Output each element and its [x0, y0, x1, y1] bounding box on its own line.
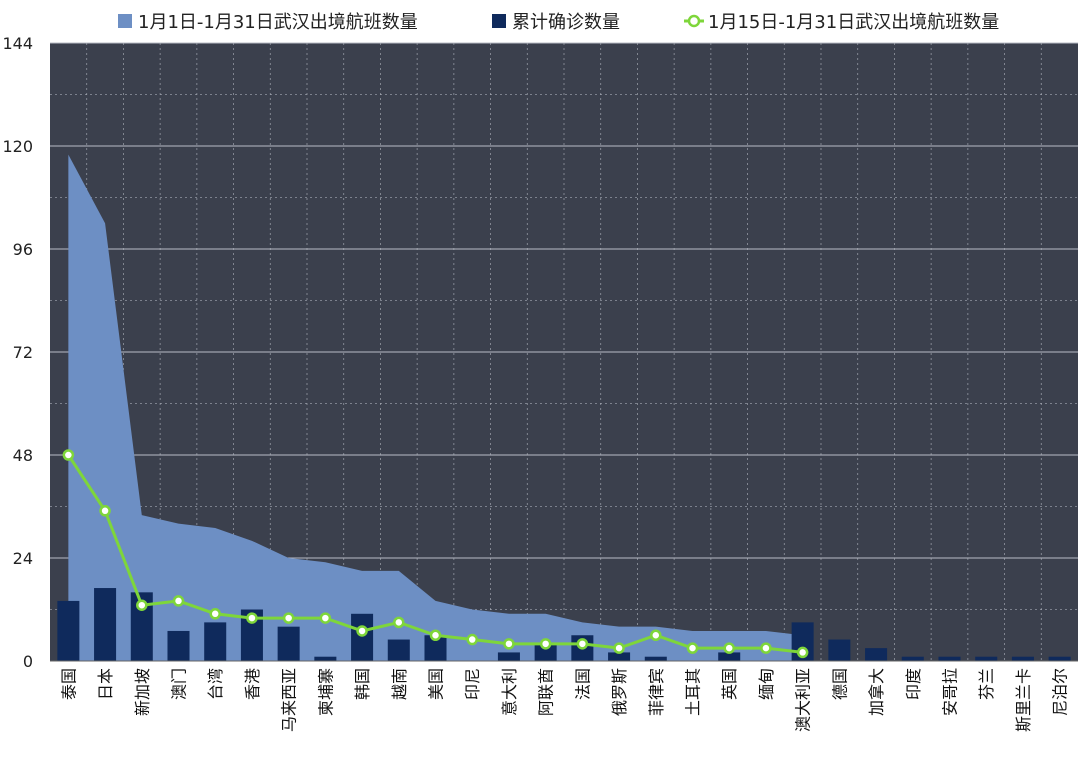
x-category-label: 菲律宾 [647, 668, 666, 716]
x-category-label: 印尼 [463, 668, 482, 700]
plot-area: 0 24 48 72 96 120 144 泰国 日本 新加坡 澳门 台湾 香港 马来西亚 柬埔寨 韩国 越南美… [2, 34, 1078, 732]
x-category-label: 法国 [573, 668, 592, 700]
line-point-3 [172, 595, 185, 607]
bar-confirmed-26 [1011, 656, 1034, 661]
bar-confirmed-24 [938, 656, 961, 661]
line-point-0 [62, 449, 75, 461]
x-category-label: 阿联酋 [537, 668, 556, 716]
legend-label-area: 1月1日-1月31日武汉出境航班数量 [138, 12, 418, 33]
bar-confirmed-27 [1048, 656, 1071, 661]
line-point-9 [393, 616, 405, 629]
line-point-16 [650, 629, 662, 641]
x-category-label: 意大利 [500, 668, 519, 716]
x-category-label: 韩国 [353, 668, 372, 700]
x-category-label: 美国 [427, 668, 446, 700]
x-category-label: 马来西亚 [280, 668, 299, 732]
line-point-7 [319, 612, 332, 624]
x-category-label: 土耳其 [684, 668, 703, 716]
line-point-15 [613, 642, 625, 654]
line-point-4 [209, 608, 221, 620]
x-category-label: 芬兰 [977, 668, 996, 700]
bar-confirmed-0 [57, 600, 80, 661]
bar-confirmed-5 [240, 609, 263, 661]
y-tick-label: 96 [13, 240, 33, 259]
line-point-17 [686, 642, 699, 654]
x-category-label: 加拿大 [867, 668, 886, 716]
legend-swatch-bar [492, 14, 506, 28]
x-category-label: 俄罗斯 [610, 668, 629, 716]
x-category-label: 澳大利亚 [794, 668, 813, 732]
bar-confirmed-9 [387, 639, 410, 661]
line-point-14 [576, 638, 589, 650]
bar-confirmed-25 [975, 656, 998, 661]
legend-swatch-area [118, 14, 132, 28]
line-point-1 [99, 505, 111, 517]
bar-confirmed-13 [534, 643, 557, 661]
bar-confirmed-3 [167, 630, 190, 661]
x-category-label: 德国 [830, 668, 849, 700]
line-point-11 [466, 633, 478, 646]
legend-swatch-marker [687, 14, 701, 28]
line-point-8 [356, 625, 368, 637]
x-category-label: 日本 [96, 668, 115, 700]
bar-confirmed-8 [351, 613, 374, 661]
x-category-label: 尼泊尔 [1051, 668, 1070, 716]
bar-confirmed-18 [718, 652, 741, 661]
bar-confirmed-22 [865, 648, 888, 661]
x-category-label: 印度 [904, 668, 923, 700]
line-point-20 [796, 646, 809, 659]
x-category-label: 缅甸 [757, 668, 776, 700]
bar-confirmed-16 [644, 656, 667, 661]
bar-confirmed-4 [204, 622, 227, 661]
x-category-label: 斯里兰卡 [1014, 668, 1033, 732]
y-tick-label: 24 [13, 549, 33, 568]
y-tick-label: 72 [13, 343, 33, 362]
legend-label-line: 1月15日-1月31日武汉出境航班数量 [708, 12, 999, 33]
x-category-label: 香港 [243, 668, 262, 700]
y-tick-label: 0 [23, 652, 33, 671]
y-tick-label: 48 [13, 446, 33, 465]
y-tick-label: 120 [2, 137, 33, 156]
bar-confirmed-21 [828, 639, 851, 661]
line-point-12 [503, 638, 515, 650]
legend-label-bar: 累计确诊数量 [512, 12, 620, 33]
bar-confirmed-12 [497, 652, 520, 661]
x-category-label: 澳门 [170, 668, 189, 700]
bar-confirmed-2 [130, 592, 153, 661]
x-category-label: 越南 [390, 668, 409, 700]
line-point-18 [723, 642, 735, 654]
line-point-5 [246, 612, 258, 624]
bar-confirmed-23 [901, 656, 924, 661]
x-category-label: 柬埔寨 [316, 668, 335, 716]
bar-confirmed-10 [424, 635, 447, 661]
x-category-label: 台湾 [206, 668, 225, 700]
line-point-10 [429, 629, 442, 641]
line-point-13 [539, 638, 552, 650]
line-point-6 [282, 612, 295, 624]
bar-confirmed-15 [608, 652, 631, 661]
legend: 1月1日-1月31日武汉出境航班数量 累计确诊数量 1月15日-1月31日武汉出… [118, 12, 999, 33]
x-category-label: 新加坡 [133, 668, 152, 716]
line-point-19 [760, 642, 772, 654]
line-point-2 [136, 599, 148, 611]
x-category-label: 泰国 [59, 668, 78, 700]
y-tick-label: 144 [2, 34, 33, 53]
bar-confirmed-7 [314, 656, 337, 661]
bar-confirmed-6 [277, 626, 300, 661]
x-category-label: 英国 [720, 668, 739, 700]
x-category-label: 安哥拉 [941, 668, 960, 716]
bar-confirmed-1 [94, 588, 117, 661]
